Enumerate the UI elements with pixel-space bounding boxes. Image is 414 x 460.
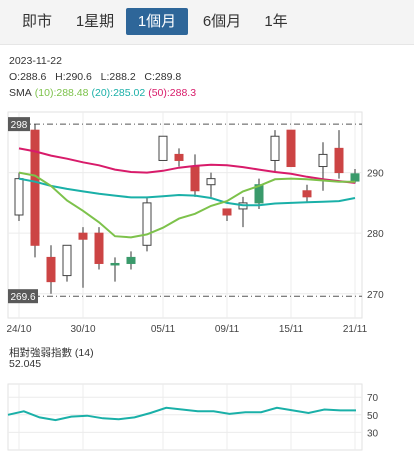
rsi-y-tick-label: 70 xyxy=(367,393,379,404)
sma-prefix: SMA xyxy=(9,87,32,99)
candle-body xyxy=(126,256,136,264)
high-flag-label: 298 xyxy=(11,120,28,131)
candle-body xyxy=(62,244,72,277)
tab-6-months[interactable]: 6個月 xyxy=(202,13,242,30)
candle-body xyxy=(110,262,120,266)
sma-legend: SMA (10):288.48 (20):285.02 (50):288.3 xyxy=(9,87,199,99)
sma-line-50 xyxy=(18,147,356,184)
x-tick-label: 09/11 xyxy=(215,324,240,335)
sma10-legend: (10):288.48 xyxy=(34,87,89,99)
candle-body xyxy=(46,256,56,283)
y-tick-label: 290 xyxy=(367,169,384,180)
tab-1-week[interactable]: 1星期 xyxy=(75,13,115,30)
rsi-y-tick-label: 30 xyxy=(367,428,379,439)
candle-body xyxy=(158,135,168,161)
date-label: 2023-11-22 xyxy=(9,55,62,67)
x-tick-label: 30/10 xyxy=(70,324,95,335)
candle-body xyxy=(94,232,104,264)
x-tick-label: 21/11 xyxy=(343,324,368,335)
candle-body xyxy=(190,166,200,192)
candle-body xyxy=(286,129,296,168)
ohlc-label: O:288.6 H:290.6 L:288.2 C:289.8 xyxy=(9,71,182,83)
low-flag-label: 269.6 xyxy=(10,292,35,303)
candle-body xyxy=(30,129,40,246)
candle-body xyxy=(222,208,232,216)
sma50-legend: (50):288.3 xyxy=(148,87,197,99)
range-tabs: 即市 1星期 1個月 6個月 1年 xyxy=(0,0,414,45)
candle-body xyxy=(334,147,344,174)
price-plot-frame xyxy=(7,111,363,319)
candle-body xyxy=(270,135,280,161)
x-tick-label: 15/11 xyxy=(279,324,304,335)
rsi-line xyxy=(7,406,356,422)
candle-body xyxy=(350,173,360,182)
rsi-plot-frame xyxy=(7,383,363,451)
tab-intraday[interactable]: 即市 xyxy=(21,13,52,30)
tab-1-year[interactable]: 1年 xyxy=(264,13,288,30)
candle-body xyxy=(14,178,24,216)
tab-1-month[interactable]: 1個月 xyxy=(126,8,188,35)
x-tick-label: 24/10 xyxy=(6,324,31,335)
candle-body xyxy=(318,153,328,168)
candle-body xyxy=(78,232,88,240)
candle-body xyxy=(142,202,152,246)
x-tick-label: 05/11 xyxy=(151,324,176,335)
sma-line-10 xyxy=(18,171,356,239)
rsi-title: 相對強弱指數 (14) xyxy=(9,347,94,359)
low-flag xyxy=(8,289,38,304)
sma-line-20 xyxy=(18,177,356,207)
sma20-legend: (20):285.02 xyxy=(91,87,146,99)
high-flag xyxy=(8,117,30,132)
candle-body xyxy=(254,184,264,204)
rsi-y-tick-label: 50 xyxy=(367,411,379,422)
rsi-value: 52.045 xyxy=(9,358,42,370)
y-tick-label: 280 xyxy=(367,229,384,240)
candle-body xyxy=(206,178,216,186)
y-tick-label: 270 xyxy=(367,290,384,301)
candle-body xyxy=(174,153,184,161)
candle-body xyxy=(302,190,312,198)
